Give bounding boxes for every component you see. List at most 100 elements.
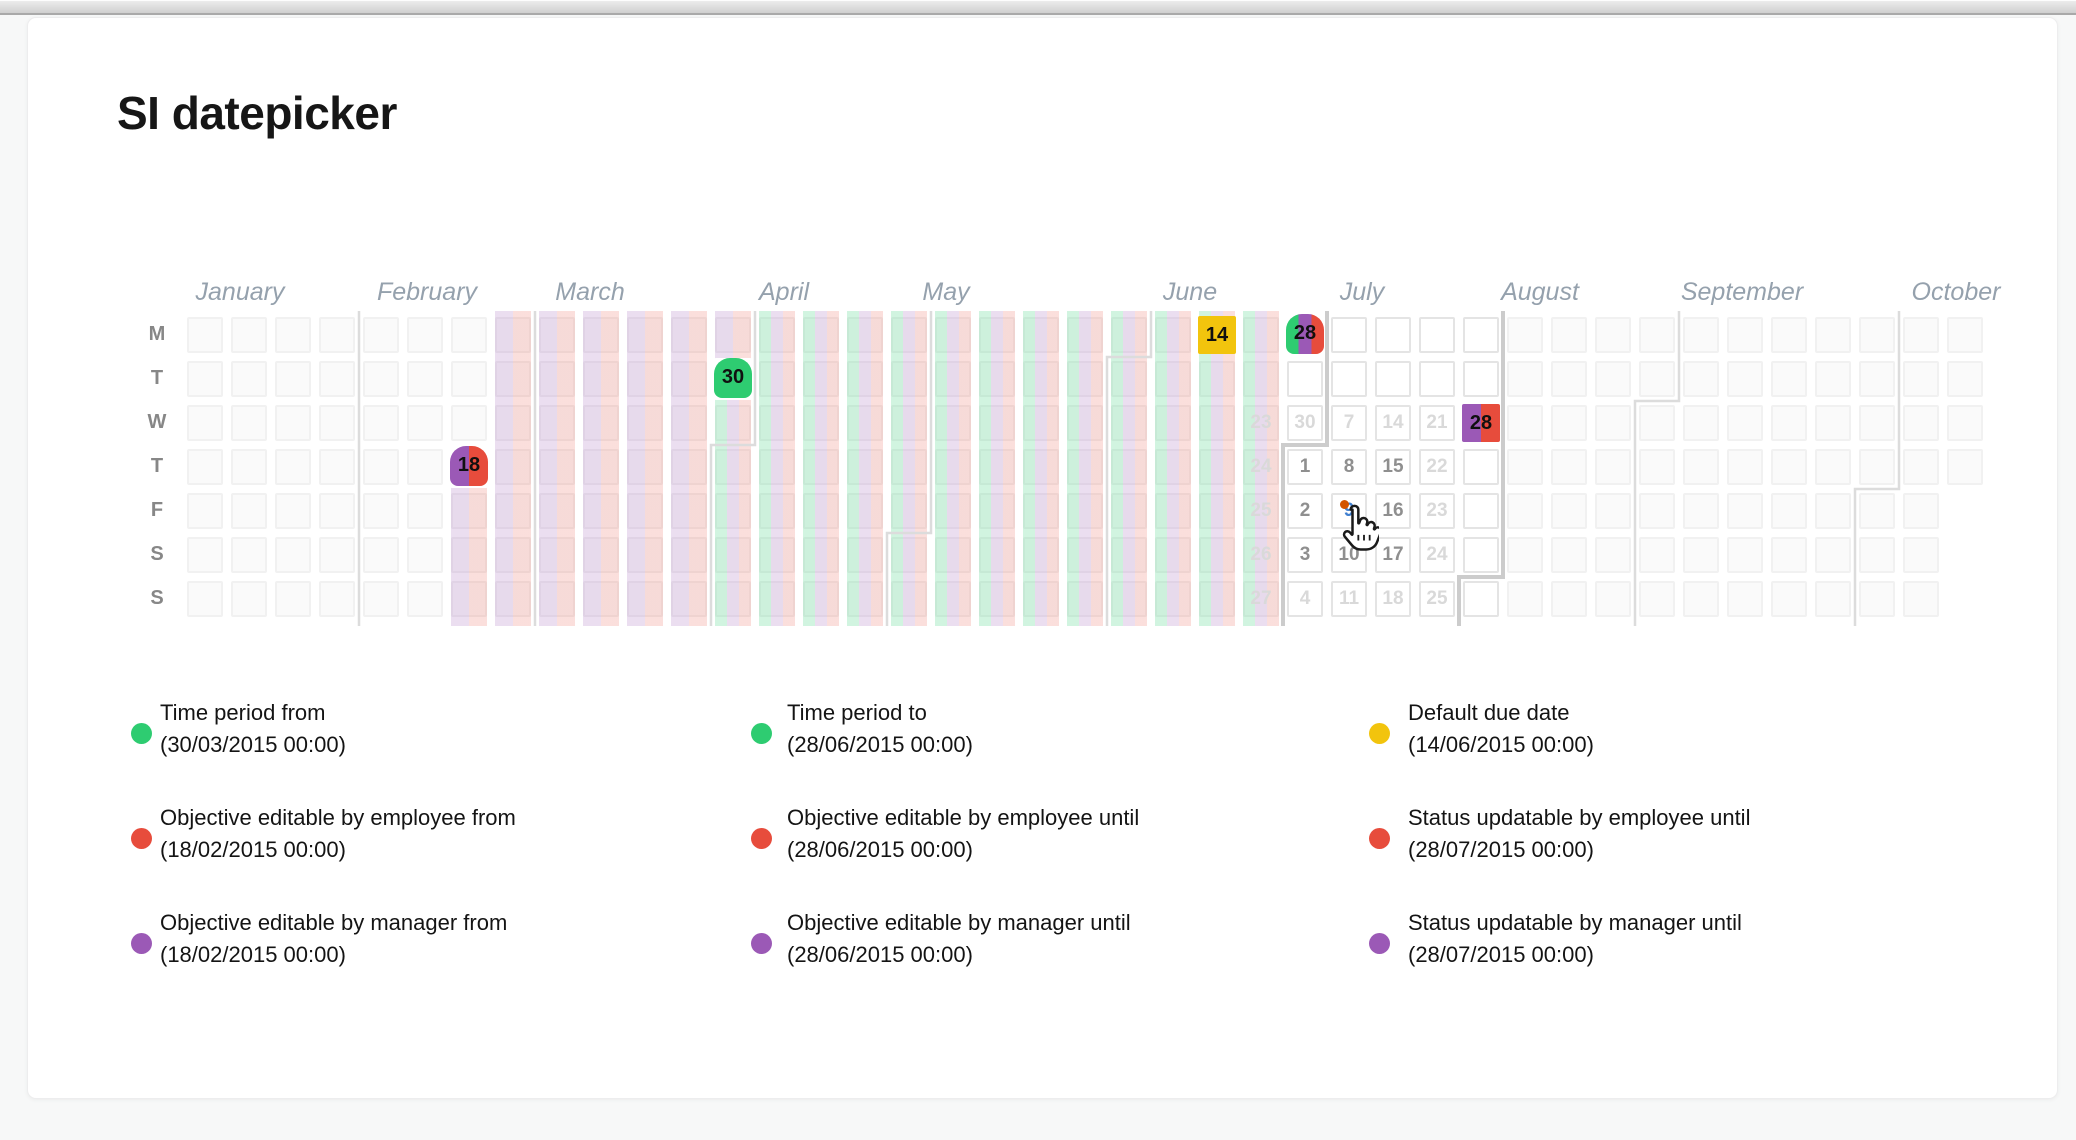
datepicker-day-cell[interactable] — [1331, 449, 1367, 485]
datepicker-day-cell[interactable] — [1331, 361, 1367, 397]
datepicker-day-cell[interactable] — [1331, 317, 1367, 353]
day-number-2[interactable]: 2 — [1299, 500, 1311, 521]
calendar-week-cell — [1551, 581, 1587, 617]
calendar-week-cell — [319, 493, 355, 529]
calendar-week-cell — [1595, 405, 1631, 441]
calendar-week-cell — [1683, 361, 1719, 397]
calendar-week-cell — [803, 361, 839, 397]
datepicker-day-cell[interactable] — [1419, 361, 1455, 397]
day-number-10[interactable]: 10 — [1338, 544, 1360, 565]
calendar-week-cell — [1067, 581, 1103, 617]
datepicker-day-cell[interactable] — [1375, 581, 1411, 617]
datepicker-day-cell[interactable] — [1419, 493, 1455, 529]
calendar-week-cell — [407, 449, 443, 485]
calendar-week-cell — [1199, 449, 1235, 485]
calendar-week-cell — [539, 581, 575, 617]
range-stripe-green-purple-red — [1199, 311, 1235, 626]
calendar-week-cell — [583, 449, 619, 485]
calendar-week-cell — [495, 493, 531, 529]
datepicker-day-cell[interactable] — [1463, 581, 1499, 617]
calendar-week-cell — [1507, 493, 1543, 529]
calendar-week-cell — [363, 405, 399, 441]
datepicker-day-cell[interactable] — [1463, 537, 1499, 573]
calendar-week-cell — [495, 361, 531, 397]
datepicker-day-cell[interactable] — [1287, 361, 1323, 397]
datepicker-day-cell[interactable] — [1375, 493, 1411, 529]
datepicker-day-cell[interactable] — [1331, 581, 1367, 617]
calendar-week-cell — [1639, 493, 1675, 529]
day-number-21: 21 — [1426, 412, 1448, 433]
datepicker-day-cell[interactable] — [1375, 317, 1411, 353]
day-label-row-0: M — [148, 323, 166, 345]
calendar-week-cell — [1727, 493, 1763, 529]
calendar-week-cell — [759, 581, 795, 617]
calendar-week-cell — [1155, 493, 1191, 529]
legend-dot-purple — [1369, 933, 1390, 954]
day-number-24: 24 — [1426, 544, 1448, 565]
calendar-week-cell — [1903, 581, 1939, 617]
calendar-week-cell — [1771, 449, 1807, 485]
calendar-week-cell — [187, 537, 223, 573]
month-label-july: July — [1339, 278, 1385, 306]
datepicker-day-cell[interactable] — [1375, 361, 1411, 397]
calendar-week-cell — [1903, 493, 1939, 529]
datepicker-day-cell[interactable] — [1463, 361, 1499, 397]
calendar-week-cell — [187, 493, 223, 529]
calendar-week-cell — [231, 317, 267, 353]
calendar-week-cell — [275, 405, 311, 441]
date-marker-28[interactable]: 28 — [1286, 314, 1324, 354]
day-number-27: 27 — [1250, 588, 1272, 609]
datepicker-day-cell[interactable] — [1331, 405, 1367, 441]
range-stripe-green-purple-red — [759, 311, 795, 626]
calendar-week-cell — [1859, 581, 1895, 617]
calendar-week-cell — [1639, 317, 1675, 353]
datepicker-day-cell[interactable] — [1375, 537, 1411, 573]
date-marker-28[interactable]: 28 — [1462, 404, 1500, 442]
calendar-week-cell — [671, 405, 707, 441]
datepicker-day-cell[interactable] — [1419, 449, 1455, 485]
datepicker-day-cell[interactable] — [1419, 537, 1455, 573]
calendar-week-cell — [583, 581, 619, 617]
date-marker-18[interactable]: 18 — [450, 446, 488, 486]
day-number-15[interactable]: 15 — [1382, 456, 1404, 477]
day-number-17[interactable]: 17 — [1382, 544, 1404, 565]
calendar-week-cell — [319, 405, 355, 441]
datepicker-day-cell[interactable] — [1463, 317, 1499, 353]
legend-title: Time period from — [160, 700, 326, 725]
calendar-week-cell — [1771, 317, 1807, 353]
calendar-week-cell — [1639, 537, 1675, 573]
datepicker-day-cell[interactable] — [1419, 317, 1455, 353]
day-label-row-5: S — [150, 543, 164, 565]
day-number-hovered-9[interactable]: 9 — [1343, 500, 1355, 521]
datepicker-day-cell[interactable] — [1375, 405, 1411, 441]
hand-cursor-icon — [1342, 504, 1379, 551]
datepicker-day-cell[interactable] — [1375, 449, 1411, 485]
legend-title: Time period to — [787, 700, 927, 725]
datepicker-day-cell[interactable] — [1463, 449, 1499, 485]
calendar-week-cell — [1155, 449, 1191, 485]
date-marker-30[interactable]: 30 — [714, 358, 752, 398]
calendar-week-cell — [627, 537, 663, 573]
legend-dot-green — [751, 723, 772, 744]
day-number-23: 23 — [1426, 500, 1448, 521]
datepicker-day-cell[interactable] — [1419, 405, 1455, 441]
date-marker-14[interactable]: 14 — [1198, 316, 1236, 354]
datepicker-day-cell[interactable] — [1463, 493, 1499, 529]
calendar-week-cell — [1595, 537, 1631, 573]
day-number-16[interactable]: 16 — [1382, 500, 1404, 521]
calendar-week-cell — [1199, 405, 1235, 441]
calendar-week-cell — [1155, 405, 1191, 441]
day-number-22: 22 — [1426, 456, 1448, 477]
calendar-week-cell — [1683, 537, 1719, 573]
calendar-week-cell — [1199, 361, 1235, 397]
datepicker-day-cell[interactable] — [1419, 581, 1455, 617]
day-number-8[interactable]: 8 — [1343, 456, 1355, 477]
day-number-3[interactable]: 3 — [1299, 544, 1311, 565]
calendar-week-cell — [803, 537, 839, 573]
calendar-week-cell — [1155, 581, 1191, 617]
day-label-row-6: S — [150, 587, 164, 609]
calendar-week-cell — [231, 405, 267, 441]
datepicker-day-cell[interactable] — [1331, 493, 1367, 529]
calendar-week-cell — [495, 405, 531, 441]
day-number-1[interactable]: 1 — [1299, 456, 1311, 477]
